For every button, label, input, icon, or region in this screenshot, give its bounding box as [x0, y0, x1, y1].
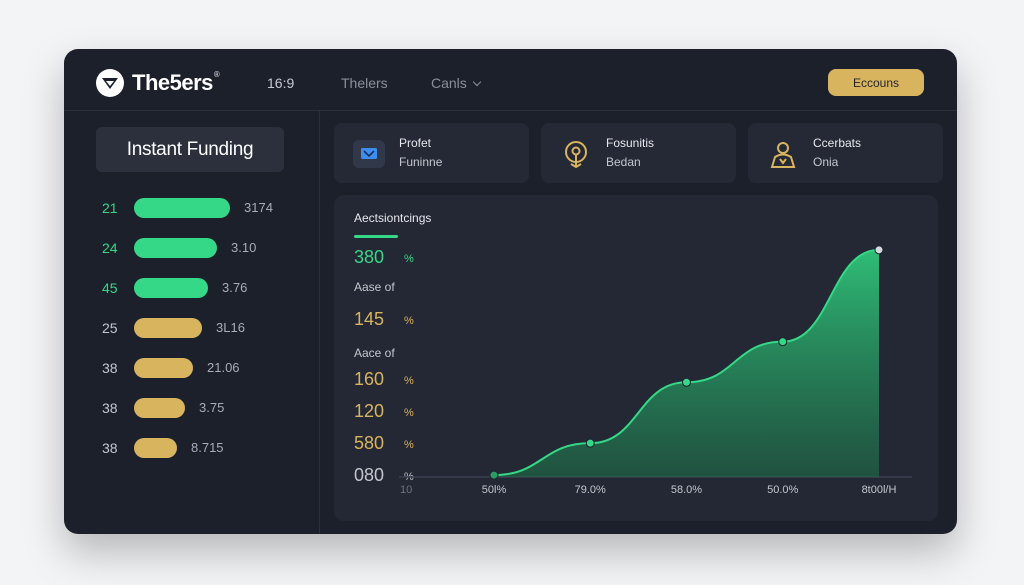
y-label-unit: % [404, 253, 414, 265]
data-point [489, 470, 499, 480]
row-number: 38 [102, 440, 118, 456]
y-label-unit: % [404, 375, 414, 387]
x-tick-label: 58.0% [671, 484, 702, 496]
screen-icon [352, 139, 386, 169]
chart-area [494, 249, 879, 477]
data-point [585, 438, 595, 448]
y-label: 120 [354, 401, 384, 421]
top-bar: The5ers® 16:9 Thelers Canls Eccouns [64, 49, 957, 111]
location-pin-icon [559, 139, 593, 169]
chevron-down-icon [472, 77, 482, 86]
title-underline [354, 235, 398, 238]
y-label: 580 [354, 433, 384, 453]
funding-row[interactable]: 25 3L16 [64, 315, 320, 341]
chart-title: Aectsiontcings [354, 211, 432, 225]
row-bar [134, 198, 230, 218]
funding-row[interactable]: 21 3174 [64, 195, 320, 221]
instant-funding-title[interactable]: Instant Funding [96, 127, 284, 172]
y-label-unit: % [404, 407, 414, 419]
y-label: Aase of [354, 280, 395, 294]
data-point [778, 337, 788, 347]
row-bar [134, 278, 208, 298]
nav-item-canls[interactable]: Canls [431, 75, 482, 91]
card-line1: Fosunitis [606, 136, 655, 150]
chart-panel: Aectsiontcings 380% Aase of 145% Aace of 160… [334, 195, 938, 521]
row-bar [134, 238, 217, 258]
row-number: 21 [102, 200, 118, 216]
registered-mark: ® [213, 70, 220, 79]
y-label: Aace of [354, 346, 395, 360]
funding-row[interactable]: 38 8.715 [64, 435, 320, 461]
nav-item-canls-label: Canls [431, 75, 467, 91]
stat-card-ccerbats[interactable]: Ccerbats Onia [748, 123, 943, 183]
row-bar [134, 438, 177, 458]
funding-row[interactable]: 38 21.06 [64, 355, 320, 381]
logo-text: The5ers® [132, 70, 220, 95]
stat-card-profet[interactable]: Profet Funinne [334, 123, 529, 183]
main-content: Profet Funinne Fosunitis Bedan [320, 111, 957, 534]
y-label: 145 [354, 309, 384, 329]
row-value: 21.06 [207, 360, 240, 375]
card-line1: Ccerbats [813, 136, 862, 150]
y-label-unit: % [404, 439, 414, 451]
y-label: 380 [354, 247, 384, 267]
row-number: 25 [102, 320, 118, 336]
aspect-ratio-label: 16:9 [267, 75, 295, 91]
sidebar: Instant Funding 21 3174 24 3.10 45 3.76 25 3L16… [64, 111, 320, 534]
data-point [874, 245, 884, 255]
row-bar [134, 318, 202, 338]
logo-icon [96, 69, 124, 97]
x-tick-label: 79.0% [575, 484, 606, 496]
y-label-unit: % [404, 315, 414, 327]
row-number: 45 [102, 280, 118, 296]
row-number: 38 [102, 360, 118, 376]
funding-row[interactable]: 45 3.76 [64, 275, 320, 301]
x-tick-label: 8t00l/H [862, 484, 897, 496]
funding-row[interactable]: 24 3.10 [64, 235, 320, 261]
nav-item-thelers[interactable]: Thelers [341, 75, 388, 91]
card-line2: Bedan [606, 155, 641, 169]
y-label: 080 [354, 465, 384, 485]
row-value: 3.76 [222, 280, 248, 295]
x-origin-label: 10 [400, 484, 412, 496]
accounts-button[interactable]: Eccouns [828, 69, 924, 96]
person-icon [766, 139, 800, 169]
data-point [682, 377, 691, 387]
card-line2: Onia [813, 155, 839, 169]
stat-card-fosunitis[interactable]: Fosunitis Bedan [541, 123, 736, 183]
row-value: 3.75 [199, 400, 225, 415]
row-bar [134, 398, 185, 418]
card-line1: Profet [399, 136, 432, 150]
row-bar [134, 358, 193, 378]
logo[interactable]: The5ers® [96, 69, 220, 97]
row-value: 3L16 [216, 320, 245, 335]
x-tick-label: 50.0% [767, 484, 798, 496]
funding-row[interactable]: 38 3.75 [64, 395, 320, 421]
row-value: 3.10 [231, 240, 257, 255]
y-label: 160 [354, 369, 384, 389]
row-value: 8.715 [191, 440, 224, 455]
card-line2: Funinne [399, 155, 443, 169]
row-number: 38 [102, 400, 118, 416]
row-value: 3174 [244, 200, 273, 215]
x-tick-label: 50l% [482, 484, 507, 496]
app-window: The5ers® 16:9 Thelers Canls Eccouns Inst… [64, 49, 957, 534]
row-number: 24 [102, 240, 118, 256]
